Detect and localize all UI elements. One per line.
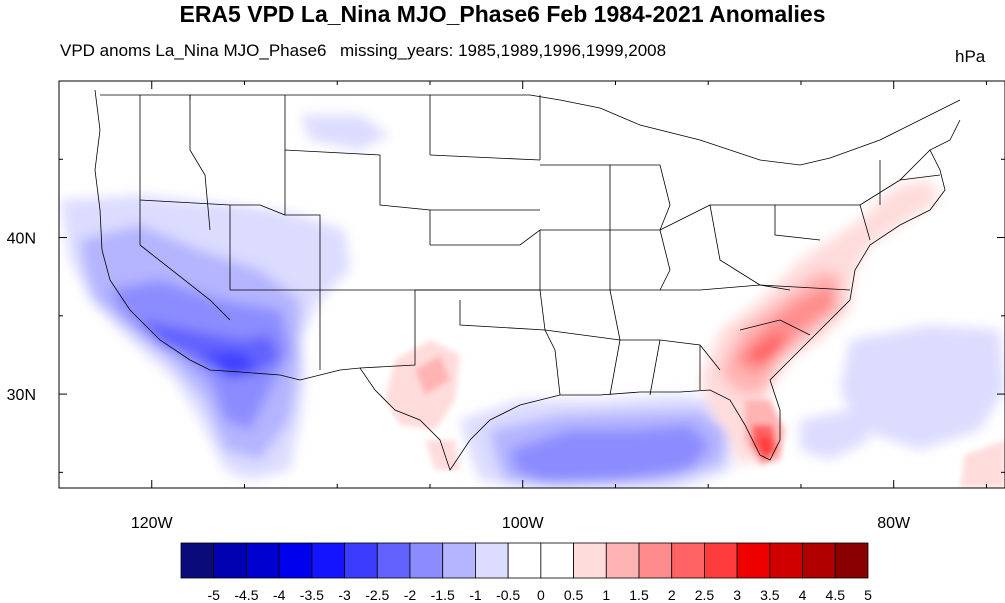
colorbar-label: -1: [469, 587, 482, 603]
chart-title: ERA5 VPD La_Nina MJO_Phase6 Feb 1984-202…: [179, 1, 826, 27]
colorbar-swatch: [605, 542, 640, 579]
anomaly-shading: [60, 115, 1005, 488]
colorbar-swatch: [311, 542, 345, 579]
state-borders: [94, 89, 961, 471]
colorbar-swatch: [802, 542, 836, 579]
colorbar-label: -5: [207, 587, 220, 603]
colorbar-swatch: [180, 542, 215, 579]
colorbar-label: 4: [799, 587, 807, 603]
colorbar-swatch: [638, 542, 673, 579]
colorbar: [180, 542, 869, 579]
colorbar-swatch: [834, 542, 869, 579]
lat-tick-label: 40N: [7, 231, 36, 248]
colorbar-label: 1: [602, 587, 610, 603]
map-frame: [58, 80, 1005, 489]
colorbar-swatch: [344, 542, 378, 579]
colorbar-label: -4: [273, 587, 286, 603]
eastcoast-positive-anomaly: [700, 180, 940, 465]
lon-tick-label: 80W: [877, 515, 911, 532]
colorbar-swatch: [736, 542, 771, 579]
colorbar-swatch: [540, 542, 574, 579]
colorbar-label: 2: [668, 587, 676, 603]
colorbar-swatch: [475, 542, 509, 579]
axis-tick-labels: 120W 100W 80W 40N 30N: [7, 231, 911, 532]
colorbar-swatch: [769, 542, 803, 579]
colorbar-labels: -5 -4.5 -4 -3.5 -3 -2.5 -2 -1.5 -1 -0.5 0 0.5 1 1.5 2 2…: [207, 587, 872, 603]
colorbar-label: -1.5: [431, 587, 455, 603]
colorbar-swatch: [213, 542, 247, 579]
colorbar-label: -2: [404, 587, 417, 603]
colorbar-swatch: [376, 542, 411, 579]
colorbar-label: 4.5: [826, 587, 846, 603]
colorbar-label: -4.5: [234, 587, 258, 603]
colorbar-swatch: [409, 542, 444, 579]
southwest-positive-anomaly: [385, 340, 460, 470]
colorbar-label: -3.5: [300, 587, 324, 603]
caribbean-positive-anomaly: [960, 440, 1005, 488]
lon-tick-label: 120W: [131, 515, 174, 532]
colorbar-swatch: [442, 542, 476, 579]
colorbar-swatch: [507, 542, 542, 579]
north-negative-anomaly: [210, 115, 390, 245]
colorbar-swatch: [278, 542, 313, 579]
colorbar-label: 3.5: [760, 587, 780, 603]
subtitle-missing-years: missing_years: 1985,1989,1996,1999,2008: [340, 41, 667, 60]
colorbar-label: 0.5: [564, 587, 584, 603]
gulf-negative-anomaly: [460, 395, 740, 488]
colorbar-label: 2.5: [695, 587, 715, 603]
colorbar-label: 0: [537, 587, 545, 603]
atlantic-negative-anomaly: [800, 325, 1005, 460]
colorbar-label: 1.5: [629, 587, 649, 603]
colorbar-label: 5: [864, 587, 872, 603]
lat-tick-label: 30N: [7, 387, 36, 404]
colorbar-swatch: [671, 542, 705, 579]
axis-ticks: [58, 80, 1005, 488]
colorbar-label: 3: [733, 587, 741, 603]
colorbar-label: -0.5: [496, 587, 520, 603]
colorbar-label: -3: [338, 587, 351, 603]
colorbar-label: -2.5: [365, 587, 389, 603]
units-label: hPa: [955, 47, 986, 66]
colorbar-swatch: [573, 542, 607, 579]
subtitle-left: VPD anoms La_Nina MJO_Phase6: [60, 41, 327, 60]
lon-tick-label: 100W: [502, 515, 545, 532]
colorbar-swatch: [246, 542, 280, 579]
colorbar-swatch: [704, 542, 738, 579]
west-negative-anomaly: [60, 195, 350, 480]
